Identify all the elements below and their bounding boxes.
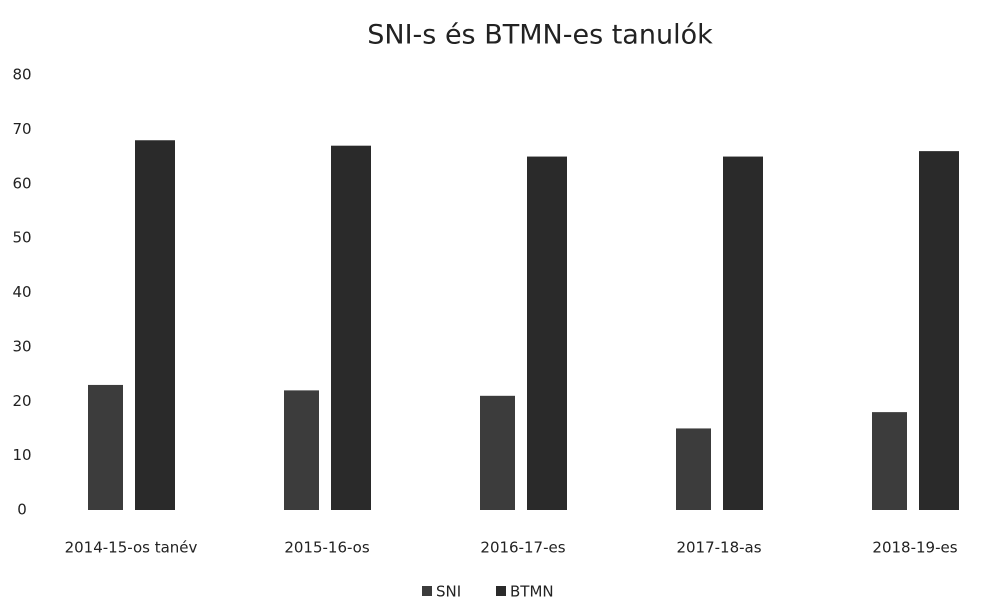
bar: [723, 156, 763, 510]
x-tick-label: 2017-18-as: [676, 539, 761, 557]
x-tick-label: 2016-17-es: [480, 539, 565, 557]
bar: [135, 140, 175, 510]
bar: [284, 390, 319, 510]
y-tick-label: 70: [12, 120, 31, 138]
bar: [331, 145, 371, 510]
legend-label: BTMN: [510, 583, 554, 601]
x-tick-label: 2015-16-os: [284, 539, 370, 557]
chart-title: SNI-s és BTMN-es tanulók: [367, 20, 713, 51]
bar: [88, 384, 123, 510]
bar: [872, 412, 907, 510]
y-tick-label: 20: [12, 392, 31, 410]
legend-swatch: [496, 586, 506, 596]
y-tick-label: 80: [12, 66, 31, 84]
bar: [919, 151, 959, 510]
y-tick-label: 0: [17, 501, 27, 519]
y-tick-label: 40: [12, 283, 31, 301]
legend-label: SNI: [436, 583, 461, 601]
x-tick-label: 2014-15-os tanév: [65, 539, 198, 557]
bar: [676, 428, 711, 510]
y-tick-label: 60: [12, 174, 31, 192]
bar: [527, 156, 567, 510]
x-tick-label: 2018-19-es: [872, 539, 957, 557]
y-tick-label: 10: [12, 446, 31, 464]
y-tick-label: 30: [12, 337, 31, 355]
y-tick-label: 50: [12, 229, 31, 247]
legend-swatch: [422, 586, 432, 596]
bar: [480, 395, 515, 510]
